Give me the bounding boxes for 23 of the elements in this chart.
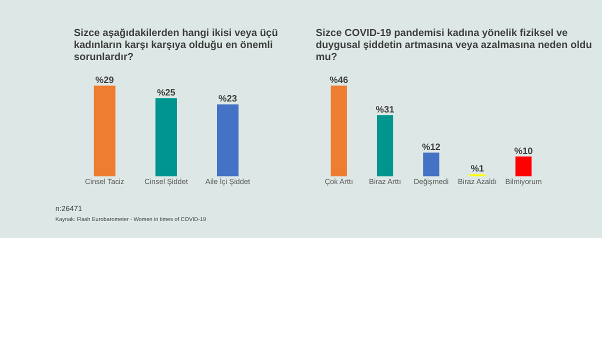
x-tick-label: Cinsel Şiddet — [144, 177, 188, 186]
bar — [330, 86, 347, 176]
x-tick-label: Cinsel Taciz — [85, 177, 125, 186]
x-tick-label: Biraz Azaldı — [458, 177, 497, 186]
data-label: %1 — [470, 164, 484, 174]
data-label: %23 — [218, 94, 237, 104]
data-label: %10 — [514, 146, 533, 156]
x-tick-label: Biraz Arttı — [369, 177, 402, 186]
bar — [423, 152, 440, 176]
data-label: %12 — [422, 142, 440, 152]
bar — [515, 156, 532, 176]
chart-title: Sizce COVID-19 pandemisi kadına yönelik fiziksel ve duygusal şiddetin artmasına veya azalmasına neden oldu mu? — [316, 28, 592, 63]
bar — [376, 115, 394, 176]
data-label: %25 — [156, 87, 176, 98]
x-tick-label: Değişmedi — [414, 177, 449, 186]
chart-title: Sizce aşağıdakilerden hangi ikisi veya üçü kadınların karşı karşıya olduğu en önemli sorunlardır? — [74, 28, 278, 63]
x-tick-label: Çok Arttı — [324, 177, 353, 186]
text: n:26471 — [55, 204, 82, 213]
x-tick-label: Aile İçi Şiddet — [205, 177, 250, 186]
data-label: %31 — [376, 104, 394, 114]
x-tick-label: Bilmiyorum — [505, 177, 542, 186]
data-label: %29 — [95, 74, 114, 85]
data-label: %46 — [330, 74, 348, 85]
